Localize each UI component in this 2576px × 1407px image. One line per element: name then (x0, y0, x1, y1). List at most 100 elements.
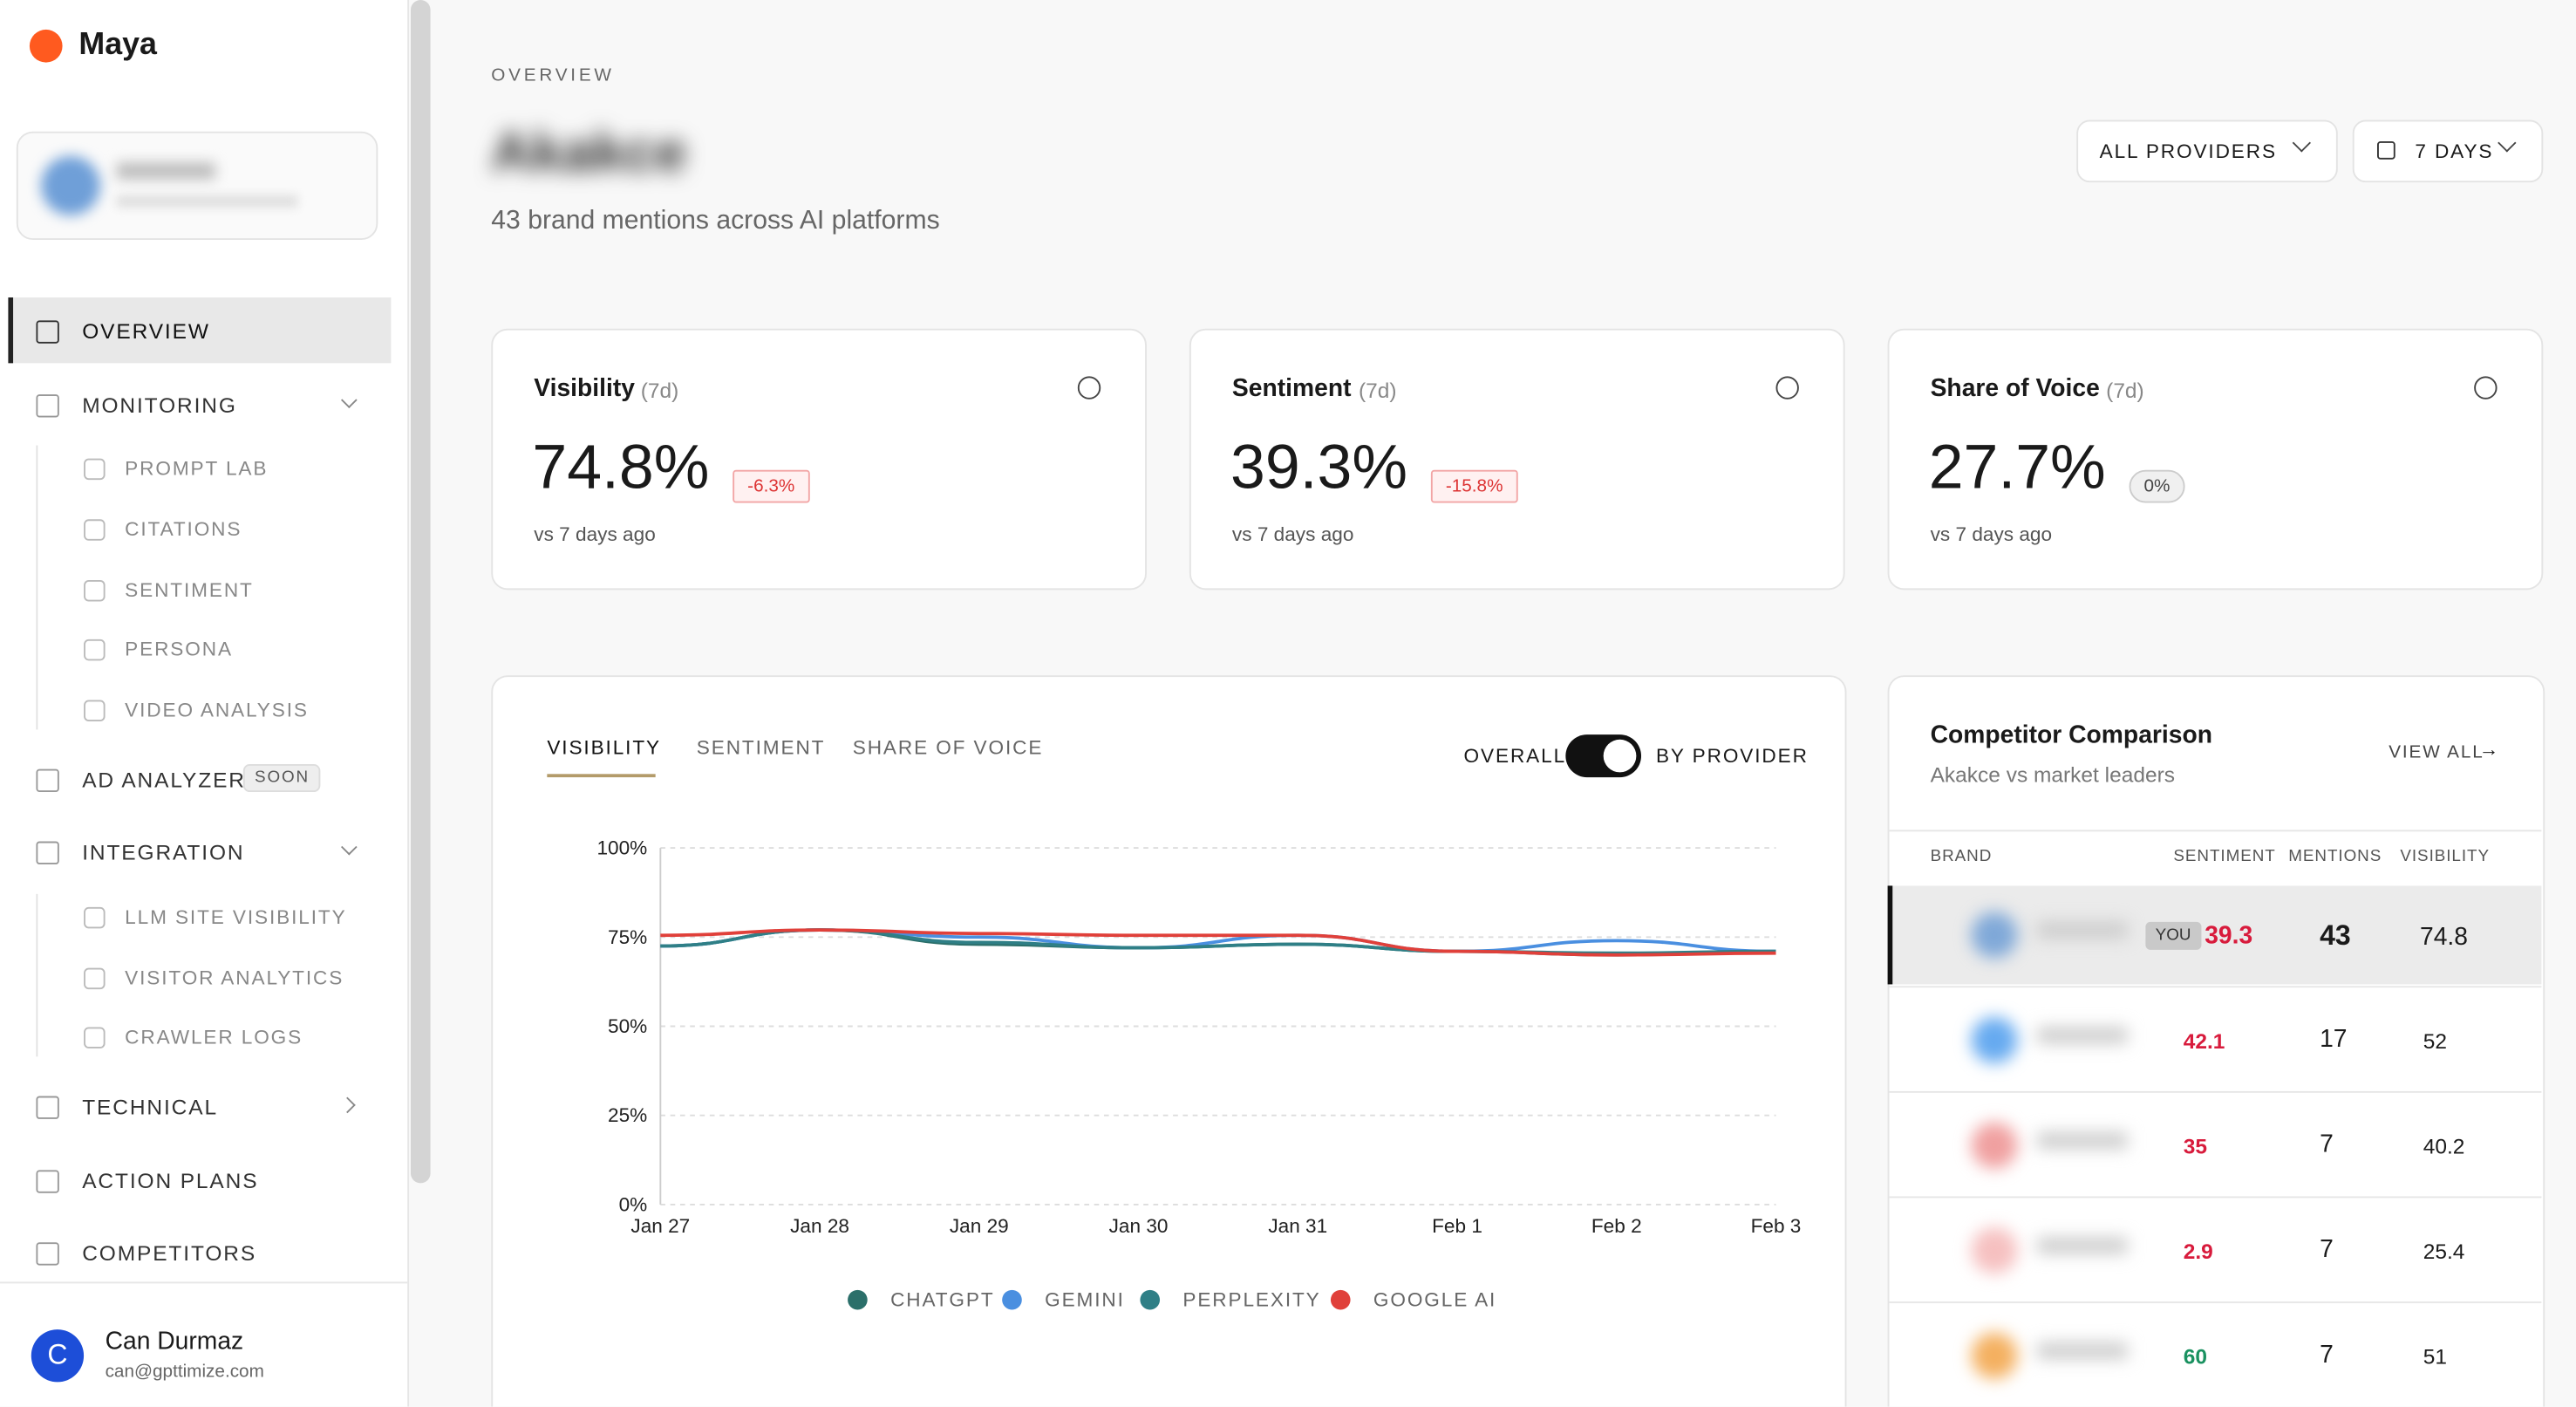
sentiment: 39.3 (2205, 921, 2253, 950)
tree-line (36, 893, 38, 1057)
user-email: can@gpttimize.com (105, 1362, 264, 1383)
sentiment: 60 (2183, 1344, 2207, 1369)
series-line (660, 928, 1776, 957)
blurred-name (116, 162, 215, 180)
kpi-label: Visibility (534, 374, 635, 403)
y-tick-label: 100% (596, 837, 647, 859)
series-line (660, 928, 1776, 953)
row-divider (1889, 1301, 2542, 1303)
subnav-item: PROMPT LAB (125, 456, 269, 481)
mentions: 7 (2320, 1130, 2334, 1159)
x-tick-label: Jan 30 (1109, 1215, 1169, 1237)
info-icon (1775, 376, 1799, 400)
row-divider (1889, 1196, 2542, 1199)
avatar (41, 155, 100, 215)
kpi-period: (7d) (1358, 378, 1397, 403)
x-tick-label: Feb 2 (1591, 1215, 1642, 1237)
subnav-icon (84, 458, 106, 481)
column-header: BRAND (1930, 848, 1993, 866)
workspace-card[interactable] (16, 131, 378, 241)
toggle-knob (1603, 739, 1637, 773)
chart-tab: VISIBILITY (547, 735, 662, 760)
kpi-value: 74.8% (532, 434, 710, 503)
column-header: VISIBILITY (2400, 848, 2490, 866)
brand-logo (1971, 1227, 2018, 1274)
nav-icon (36, 1096, 59, 1119)
visibility: 40.2 (2423, 1133, 2465, 1159)
kpi-period: (7d) (640, 378, 679, 403)
nav-item: COMPETITORS (82, 1240, 257, 1266)
chevron (2498, 133, 2517, 153)
subnav-item: VIDEO ANALYSIS (125, 698, 309, 722)
sentiment: 35 (2183, 1133, 2207, 1159)
chart-card (491, 675, 1847, 1407)
tree-line (36, 445, 38, 730)
info-icon (1077, 376, 1101, 400)
brand-logo (1971, 1017, 2018, 1063)
kpi-value: 27.7% (1928, 434, 2106, 503)
provider-filter[interactable]: ALL PROVIDERS (2076, 120, 2338, 183)
visibility: 25.4 (2423, 1239, 2465, 1264)
page-subtitle: 43 brand mentions across AI platforms (491, 207, 940, 236)
kpi-label: Share of Voice (1930, 374, 2100, 403)
nav-item: MONITORING (82, 393, 237, 418)
kpi-change: 0% (2129, 469, 2185, 503)
view-all-link[interactable]: VIEW ALL (2389, 742, 2484, 763)
brand-logo (1971, 1122, 2018, 1169)
arrow-icon: → (2478, 737, 2499, 762)
nav-icon (36, 394, 59, 418)
toggle[interactable] (1565, 734, 1642, 778)
legend-icon (1330, 1289, 1351, 1310)
chart-tab: SENTIMENT (696, 735, 826, 760)
page-title: Akakce (491, 121, 687, 184)
divider (1887, 830, 2542, 832)
nav-item: ACTION PLANS (82, 1168, 259, 1193)
visibility: 52 (2423, 1028, 2448, 1054)
nav-item: AD ANALYZER (82, 767, 246, 793)
nav-icon (36, 1170, 59, 1193)
nav-icon (36, 841, 59, 864)
kpi-value: 39.3% (1230, 434, 1408, 503)
nav-item: INTEGRATION (82, 839, 245, 864)
toggle-label: OVERALL (1463, 744, 1567, 768)
you-badge: YOU (2145, 921, 2201, 950)
subnav-item: VISITOR ANALYTICS (125, 966, 344, 990)
kpi-note: vs 7 days ago (1231, 523, 1354, 546)
legend-icon (1002, 1289, 1022, 1310)
kpi-card (1887, 328, 2544, 591)
legend-label: CHATGPT (890, 1289, 994, 1311)
subnav-icon (84, 700, 106, 722)
card-title: Competitor Comparison (1930, 721, 2213, 750)
range-filter[interactable]: 7 DAYS (2352, 120, 2544, 183)
subnav-item: CRAWLER LOGS (125, 1025, 303, 1048)
tab-underline (547, 774, 656, 778)
legend-label: PERPLEXITY (1182, 1289, 1320, 1311)
brand-logo (1971, 912, 2018, 959)
mentions: 43 (2320, 919, 2351, 952)
row-marker (1887, 885, 1893, 985)
subnav-icon (84, 580, 106, 602)
calendar-icon (2377, 141, 2395, 160)
nav-icon (36, 320, 59, 344)
sentiment: 42.1 (2183, 1028, 2225, 1054)
column-header: MENTIONS (2288, 848, 2382, 866)
legend-label: GOOGLE AI (1373, 1289, 1496, 1311)
badge: SOON (242, 764, 322, 793)
user-avatar: C (31, 1329, 85, 1383)
subnav-icon (84, 967, 106, 990)
visibility: 74.8 (2419, 923, 2469, 952)
row-divider (1889, 1090, 2542, 1093)
chart-tab: SHARE OF VOICE (852, 735, 1044, 760)
brand-name (2037, 1237, 2128, 1254)
nav-active (8, 297, 392, 364)
legend-icon (848, 1289, 868, 1310)
subnav-item: SENTIMENT (125, 578, 254, 602)
legend-icon (1140, 1289, 1161, 1310)
mentions: 17 (2320, 1025, 2348, 1054)
brand-logo (1971, 1332, 2018, 1379)
subnav-icon (84, 906, 106, 929)
toggle-label: BY PROVIDER (1655, 744, 1809, 768)
nav-icon (36, 768, 59, 793)
divider (0, 1281, 408, 1284)
